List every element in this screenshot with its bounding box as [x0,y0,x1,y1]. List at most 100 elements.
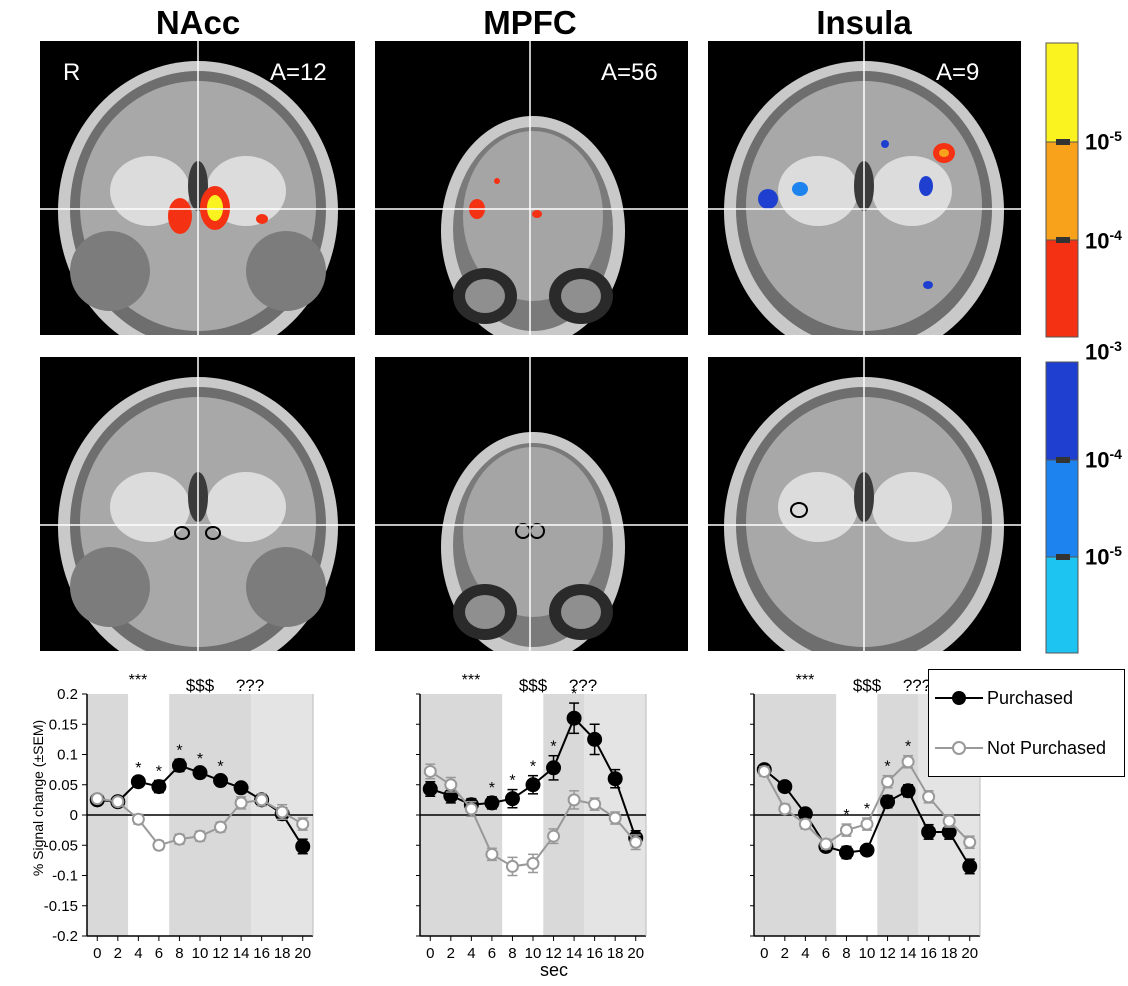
x-tick-label: 18 [607,945,624,962]
significance-asterisk: * [550,739,556,756]
colorbar-cool-top [1045,361,1079,461]
charts-area: 0.20.150.10.050-0.05-0.1-0.15-0.20 2 4 6 8 10… [44,672,981,962]
column-title-insula: Insula [816,4,912,41]
legend: Purchased Not Purchased [928,669,1125,777]
brain-nacc-activation-image [40,41,355,335]
data-point-not-purchased [193,829,207,843]
significance-label-c: ??? [903,676,931,695]
significance-label-a: *** [129,672,148,689]
significance-asterisk: * [156,764,162,781]
legend-label-purchased: Purchased [987,688,1074,708]
data-point-not-purchased [547,829,561,843]
slice-label-mpfc: A=56 [601,59,658,86]
y-tick-label: -0.2 [52,928,78,945]
significance-label-a: *** [796,672,815,689]
data-point-purchased [900,783,916,799]
x-tick-label: 16 [920,945,937,962]
data-point-not-purchased [423,764,437,778]
x-tick-label: 6 [155,945,163,962]
x-tick-label: 10 [525,945,542,962]
colorbar-cool-mid [1045,459,1079,558]
data-point-not-purchased [588,797,602,811]
significance-label-b: $$$ [186,676,215,695]
colorbar-label-cool-2: 10-5 [1085,543,1122,570]
colorbar [1045,42,1079,654]
y-tick-label: 0 [70,807,78,824]
brain-nacc-roi-image [40,357,355,651]
y-tick-label: -0.1 [52,868,78,885]
significance-asterisk: * [905,739,911,756]
data-point-purchased [171,757,187,773]
x-tick-label: 16 [253,945,270,962]
significance-asterisk: * [843,807,849,824]
brain-insula-activation: A=9 [708,41,1021,335]
column-title-mpfc: MPFC [483,4,577,41]
data-point-not-purchased [131,812,145,826]
significance-label-c: ??? [569,676,597,695]
data-point-not-purchased [485,847,499,861]
x-tick-label: 6 [822,945,830,962]
brain-insula-roi-image [708,357,1021,651]
significance-label-a: *** [462,672,481,689]
x-tick-label: 4 [134,945,142,962]
legend-item-purchased: Purchased [929,684,1124,714]
significance-asterisk: * [509,773,515,790]
data-point-purchased [859,842,875,858]
significance-asterisk: * [489,780,495,797]
data-point-not-purchased [526,856,540,870]
data-point-purchased [921,824,937,840]
data-point-not-purchased [963,835,977,849]
data-point-purchased [962,858,978,874]
data-point-purchased [546,760,562,776]
slice-label-insula: A=9 [936,59,980,86]
data-point-purchased [566,710,582,726]
data-point-purchased [233,780,249,796]
data-point-not-purchased [839,823,853,837]
brain-mpfc-roi [375,357,688,651]
data-point-purchased [587,731,603,747]
data-point-not-purchased [860,817,874,831]
significance-asterisk: * [176,742,182,759]
brain-nacc-roi [40,357,355,651]
x-tick-label: 20 [294,945,311,962]
colorbar-warm-top [1045,42,1079,143]
significance-label-b: $$$ [519,676,548,695]
colorbar-label-warm-3: 10-3 [1085,338,1122,365]
x-tick-label: 12 [879,945,896,962]
data-point-not-purchased [942,814,956,828]
data-point-purchased [504,791,520,807]
x-tick-label: 12 [545,945,562,962]
data-point-not-purchased [922,790,936,804]
data-point-purchased [295,838,311,854]
data-point-purchased [880,794,896,810]
x-tick-label: 8 [508,945,516,962]
colorbar-warm-mid [1045,141,1079,241]
significance-asterisk: * [530,759,536,776]
data-point-not-purchased [881,775,895,789]
data-point-not-purchased [757,764,771,778]
x-tick-label: 2 [447,945,455,962]
data-point-purchased [838,845,854,861]
data-point-not-purchased [819,837,833,851]
data-point-not-purchased [505,859,519,873]
x-tick-label: 6 [488,945,496,962]
brain-mpfc-roi-image [375,357,688,651]
data-point-purchased [525,777,541,793]
data-point-not-purchased [798,817,812,831]
side-label: R [63,59,81,86]
significance-asterisk: * [884,759,890,776]
data-point-not-purchased [111,795,125,809]
data-point-purchased [151,779,167,795]
colorbar-warm-bottom [1045,239,1079,338]
brain-nacc-activation: R A=12 [40,41,355,335]
significance-asterisk: * [571,686,577,703]
x-tick-label: 0 [426,945,434,962]
significance-asterisk: * [135,760,141,777]
x-tick-label: 10 [192,945,209,962]
colorbar-label-warm-2: 10-4 [1085,227,1122,254]
x-tick-label: 4 [467,945,475,962]
significance-label-b: $$$ [853,676,882,695]
y-tick-label: -0.15 [44,898,78,915]
brain-mpfc-activation: A=56 [375,41,688,335]
colorbar-label-warm-1: 10-5 [1085,128,1122,155]
